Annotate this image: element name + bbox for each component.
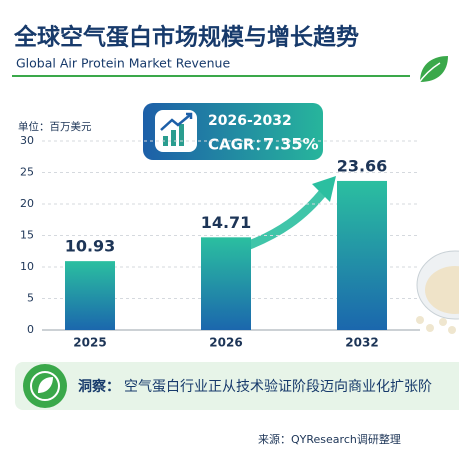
cagr-value: 7.35% bbox=[263, 135, 319, 154]
protein-bowl bbox=[416, 250, 459, 334]
bar bbox=[201, 237, 251, 330]
y-tick-label: 0 bbox=[27, 323, 34, 336]
cagr-label: CAGR： bbox=[208, 136, 269, 154]
leaf-icon bbox=[417, 56, 448, 85]
growth-arrow-head bbox=[312, 176, 336, 202]
y-tick-label: 5 bbox=[27, 292, 34, 305]
value-label: 14.71 bbox=[201, 213, 252, 232]
source: 来源：QYResearch调研整理 bbox=[258, 432, 401, 446]
bar bbox=[337, 180, 387, 330]
x-tick-label: 2026 bbox=[209, 336, 242, 350]
y-tick-label: 15 bbox=[20, 229, 34, 242]
insight-label: 洞察： bbox=[78, 378, 120, 395]
chart-subtitle: Global Air Protein Market Revenue bbox=[16, 56, 230, 71]
insight-box: 洞察： 空气蛋白行业正从技术验证阶段迈向商业化扩张阶 bbox=[15, 362, 459, 410]
value-label: 23.66 bbox=[337, 156, 388, 175]
x-tick-label: 2025 bbox=[73, 336, 106, 350]
x-tick-label: 2032 bbox=[345, 336, 378, 350]
insight-text: 空气蛋白行业正从技术验证阶段迈向商业化扩张阶 bbox=[124, 379, 432, 395]
y-tick-label: 25 bbox=[20, 166, 34, 179]
unit-label: 单位：百万美元 bbox=[18, 120, 92, 133]
value-label: 10.93 bbox=[65, 237, 116, 256]
cagr-period: 2026-2032 bbox=[208, 113, 292, 129]
y-tick-label: 20 bbox=[20, 197, 34, 210]
chart-title: 全球空气蛋白市场规模与增长趋势 bbox=[13, 24, 359, 51]
y-tick-label: 10 bbox=[20, 260, 34, 273]
cagr-box: 2026-2032 CAGR： 7.35% bbox=[143, 103, 323, 160]
bar bbox=[65, 261, 115, 330]
y-tick-label: 30 bbox=[20, 134, 34, 147]
